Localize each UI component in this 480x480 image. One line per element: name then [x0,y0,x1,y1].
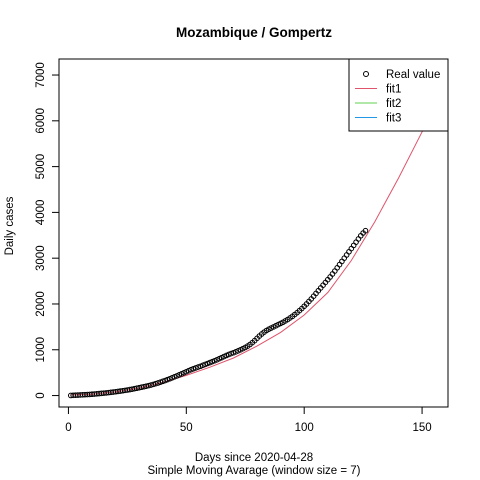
y-tick-label: 4000 [35,200,47,226]
data-point [343,252,350,258]
chart-title: Mozambique / Gompertz [176,25,332,40]
y-tick-label: 2000 [35,291,47,317]
data-point [355,236,362,242]
legend-label: fit3 [386,113,401,125]
y-tick-label: 1000 [35,337,47,363]
legend-label: Real value [386,69,440,81]
legend-label: fit1 [386,84,401,96]
data-point [155,380,161,386]
y-tick-label: 7000 [35,62,47,88]
x-tick-label: 150 [412,422,431,434]
x-tick-label: 0 [65,422,71,434]
data-point [341,255,348,261]
data-point [339,258,345,265]
y-axis-label: Daily cases [4,196,16,255]
x-axis: 0 50 100 150 [65,406,432,434]
data-point [346,248,352,255]
data-point [150,381,157,388]
plot-area [67,103,437,399]
data-point [336,261,343,268]
x-tick-label: 50 [180,422,193,434]
data-point [348,245,355,252]
y-tick-label: 0 [35,392,47,398]
data-point [350,242,357,249]
legend-marker [363,71,369,77]
legend-box [348,58,449,132]
data-point [334,265,340,271]
data-point [362,227,369,234]
series-line-fit1 [70,103,437,396]
y-axis: 0 1000 2000 3000 4000 5000 6000 7000 [35,62,60,399]
y-tick-label: 3000 [35,245,47,271]
legend: Real value fit1 fit2 fit3 [348,58,449,132]
legend-label: fit2 [386,98,401,110]
data-point [152,380,159,387]
y-tick-label: 5000 [35,154,47,180]
chart-subtitle: Simple Moving Avarage (window size = 7) [148,465,361,477]
y-tick-label: 6000 [35,108,47,134]
x-tick-label: 100 [295,422,314,434]
data-point [353,239,359,245]
x-axis-label: Days since 2020-04-28 [195,452,313,464]
